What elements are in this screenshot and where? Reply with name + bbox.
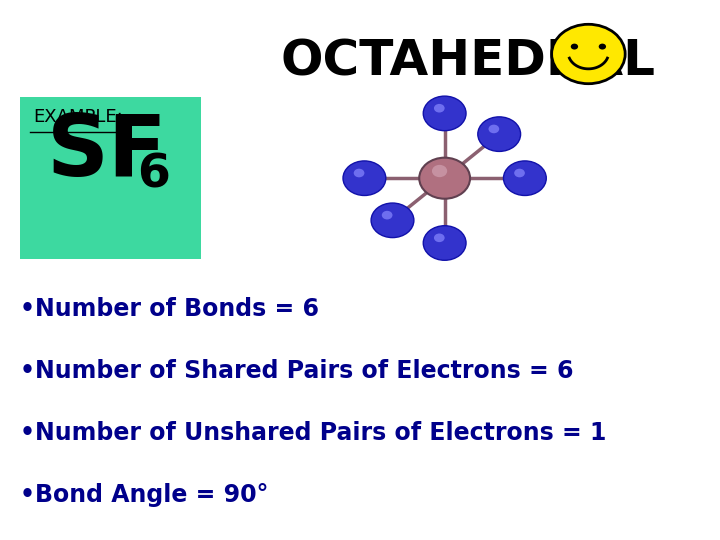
Circle shape: [343, 161, 386, 195]
Text: 6: 6: [137, 152, 170, 197]
Circle shape: [571, 44, 578, 50]
Text: •Number of Bonds = 6: •Number of Bonds = 6: [20, 297, 319, 321]
Circle shape: [599, 44, 606, 50]
Circle shape: [371, 203, 414, 238]
FancyBboxPatch shape: [20, 97, 201, 259]
Circle shape: [423, 226, 466, 260]
Text: OCTAHEDRAL: OCTAHEDRAL: [281, 38, 656, 86]
Circle shape: [514, 168, 525, 177]
Circle shape: [382, 211, 392, 219]
Circle shape: [419, 158, 470, 199]
Circle shape: [488, 125, 499, 133]
Text: •Bond Angle = 90°: •Bond Angle = 90°: [20, 483, 269, 507]
Circle shape: [552, 24, 625, 84]
Text: SF: SF: [47, 111, 168, 194]
Text: •Number of Unshared Pairs of Electrons = 1: •Number of Unshared Pairs of Electrons =…: [20, 421, 606, 445]
Circle shape: [434, 233, 445, 242]
Circle shape: [354, 168, 364, 177]
Circle shape: [432, 165, 447, 177]
Circle shape: [434, 104, 445, 112]
Circle shape: [478, 117, 521, 151]
Circle shape: [423, 96, 466, 131]
Text: EXAMPLE:: EXAMPLE:: [33, 108, 123, 126]
Circle shape: [503, 161, 546, 195]
Text: •Number of Shared Pairs of Electrons = 6: •Number of Shared Pairs of Electrons = 6: [20, 359, 574, 383]
